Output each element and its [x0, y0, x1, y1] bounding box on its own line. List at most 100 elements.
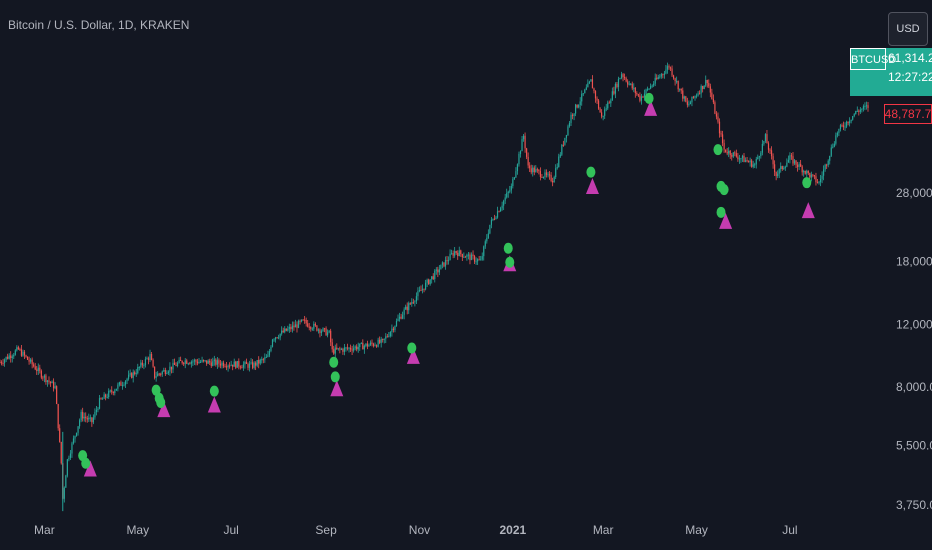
candle-body: [30, 359, 32, 362]
candle-body: [40, 370, 42, 378]
candle-body: [509, 190, 511, 192]
candle-body: [627, 81, 629, 85]
candle-body: [478, 259, 480, 261]
candle-body: [640, 96, 643, 101]
candle-body: [646, 88, 649, 90]
candle-body: [236, 361, 238, 368]
candle-body: [426, 279, 428, 283]
candle-body: [553, 177, 555, 183]
candle-body: [844, 126, 846, 128]
candle-body: [614, 83, 617, 94]
candle-body: [535, 169, 537, 173]
candle-body: [417, 291, 419, 297]
candle-body: [620, 74, 623, 79]
candle-body: [850, 119, 852, 122]
candle-body: [31, 359, 33, 365]
candle-body: [440, 264, 442, 270]
candle-body: [95, 410, 98, 412]
candle-body: [616, 83, 618, 88]
candle-body: [117, 384, 119, 389]
candle-body: [327, 332, 329, 336]
candle-body: [317, 329, 320, 331]
candle-body: [774, 164, 776, 172]
candle-body: [767, 143, 770, 150]
candle-body: [605, 108, 607, 110]
candle-body: [121, 385, 124, 387]
candle-body: [490, 219, 493, 225]
candle-body: [770, 150, 773, 157]
candle-body: [134, 372, 136, 375]
candle-body: [444, 260, 447, 267]
candle-body: [216, 360, 218, 365]
candle-body: [97, 408, 99, 411]
candle-body: [431, 276, 433, 280]
candle-body: [100, 398, 102, 400]
candle-body: [630, 83, 632, 85]
candle-body: [601, 112, 603, 117]
candle-body: [351, 349, 353, 351]
signal-dot: [713, 144, 723, 156]
candle-body: [754, 164, 756, 166]
candle-body: [856, 110, 858, 112]
candle-body: [564, 137, 566, 145]
candle-body: [203, 359, 205, 361]
candle-body: [89, 417, 91, 419]
candle-body: [198, 361, 200, 364]
candle-body: [308, 326, 310, 328]
candle-body: [611, 91, 613, 101]
candle-body: [813, 175, 816, 177]
candle-body: [688, 104, 690, 106]
signal-dot: [505, 256, 515, 268]
candle-body: [536, 169, 538, 171]
candle-body: [663, 73, 665, 75]
candle-body: [668, 66, 670, 68]
candle-body: [114, 390, 116, 394]
signal-triangle: [644, 99, 658, 116]
candle-body: [204, 360, 206, 362]
candle-body: [138, 366, 140, 368]
candle-body: [72, 438, 75, 444]
candle-body: [86, 418, 88, 420]
candle-body: [201, 359, 203, 362]
candle-body: [199, 361, 202, 363]
candle-body: [43, 375, 45, 378]
candle-body: [37, 367, 39, 371]
candle-body: [541, 176, 543, 178]
signal-dot: [802, 177, 812, 189]
candle-body: [232, 364, 234, 367]
candle-body: [766, 134, 768, 144]
candle-body: [795, 160, 797, 165]
signal-dot: [586, 166, 596, 178]
candle-body: [672, 75, 675, 79]
candle-body: [235, 361, 237, 368]
candle-body: [631, 83, 633, 89]
candle-body: [77, 426, 79, 433]
candle-body: [669, 67, 672, 69]
candle-body: [92, 417, 94, 423]
candle-body: [26, 356, 29, 360]
candle-body: [330, 330, 332, 343]
candle-body: [88, 417, 90, 420]
candle-body: [731, 155, 733, 157]
candle-body: [466, 254, 468, 257]
candle-body: [862, 106, 865, 109]
signal-dot: [503, 242, 513, 254]
candle-body: [271, 339, 274, 347]
candle-body: [429, 279, 431, 285]
candle-body: [656, 77, 658, 79]
candle-body: [827, 160, 829, 166]
signal-dot: [716, 206, 726, 218]
candle-body: [593, 88, 595, 92]
candle-body: [150, 353, 153, 360]
candle-body: [244, 361, 246, 365]
candle-body: [483, 246, 485, 257]
candle-body: [832, 146, 834, 148]
candle-body: [801, 166, 803, 173]
candle-body: [63, 487, 65, 499]
candle-body: [33, 364, 35, 367]
currency-button[interactable]: USD: [888, 12, 928, 46]
candle-body: [599, 108, 601, 113]
candle-body: [94, 411, 96, 418]
candle-body: [674, 78, 676, 82]
